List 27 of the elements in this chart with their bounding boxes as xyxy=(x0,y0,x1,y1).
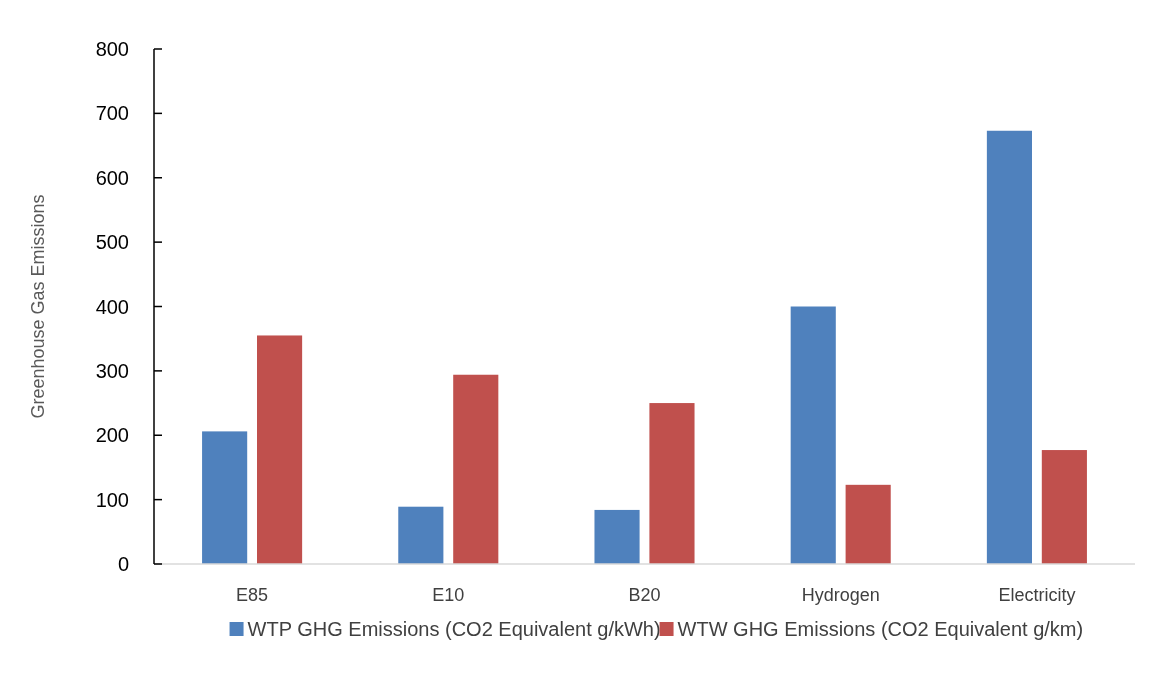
bar xyxy=(845,484,891,564)
y-tick-label: 0 xyxy=(117,553,129,575)
y-axis-title: Greenhouse Gas Emissions xyxy=(28,194,48,419)
bar xyxy=(398,506,444,564)
y-tick-label: 700 xyxy=(95,102,129,125)
x-tick-label: B20 xyxy=(628,585,661,605)
x-tick-label: Hydrogen xyxy=(801,585,880,605)
y-tick-label: 400 xyxy=(95,295,129,318)
legend-label: WTP GHG Emissions (CO2 Equivalent g/kWh) xyxy=(247,618,661,640)
x-tick-label: Electricity xyxy=(998,585,1076,605)
bar xyxy=(790,306,836,564)
y-tick-label: 100 xyxy=(95,488,129,511)
bar xyxy=(202,431,248,564)
y-tick-label: 200 xyxy=(95,424,129,447)
y-tick-label: 500 xyxy=(95,231,129,254)
x-tick-label: E85 xyxy=(236,585,269,605)
y-tick-label: 800 xyxy=(95,38,129,60)
y-tick-label: 300 xyxy=(95,359,129,382)
bar xyxy=(594,509,640,564)
bar xyxy=(649,403,695,564)
bar xyxy=(986,130,1032,564)
bar xyxy=(1041,450,1087,564)
legend-label: WTW GHG Emissions (CO2 Equivalent g/km) xyxy=(677,618,1084,640)
bar xyxy=(257,335,303,564)
bar xyxy=(453,374,499,564)
x-tick-label: E10 xyxy=(432,585,465,605)
y-tick-label: 600 xyxy=(95,166,129,189)
